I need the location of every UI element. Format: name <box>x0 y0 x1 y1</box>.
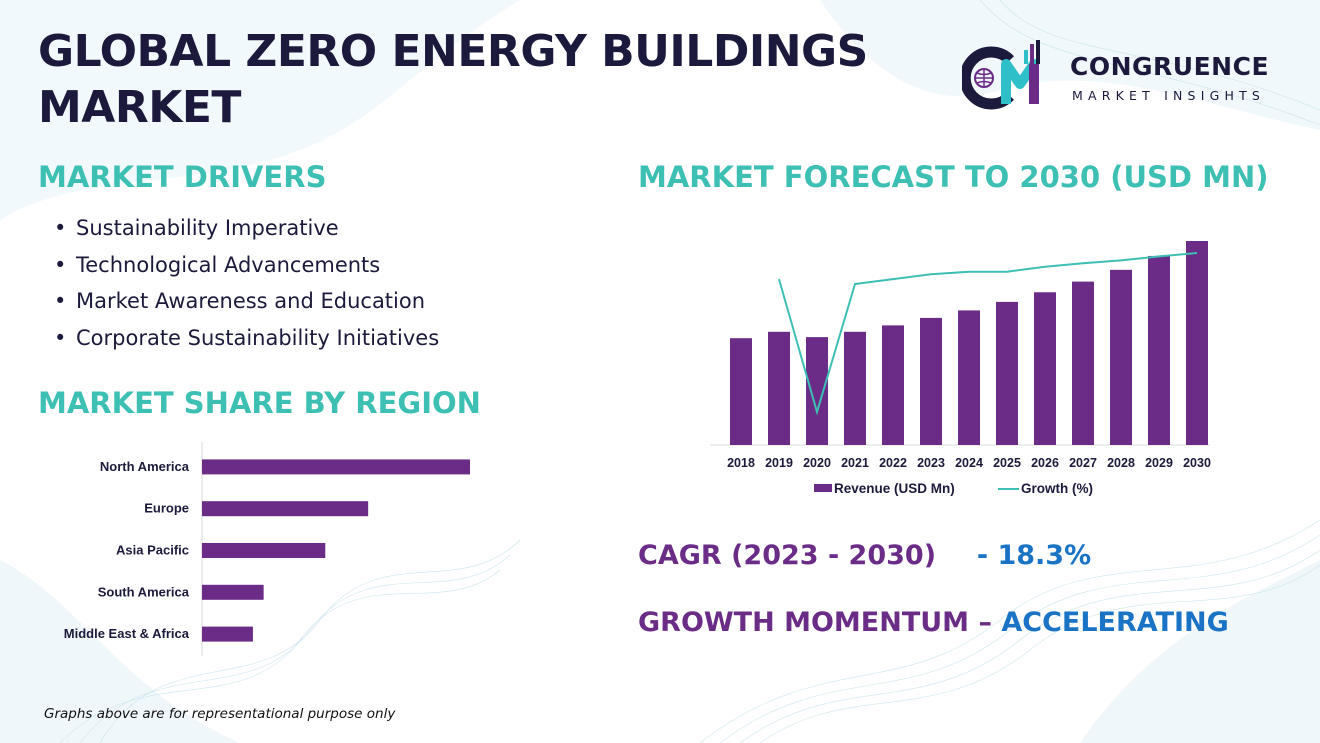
driver-label: Sustainability Imperative <box>76 216 339 240</box>
region-tick-label: North America <box>100 459 190 474</box>
logo-tagline: MARKET INSIGHTS <box>1072 88 1266 103</box>
cagr-label: CAGR (2023 - 2030) <box>638 540 937 571</box>
revenue-bar <box>1072 281 1094 445</box>
year-tick-label: 2022 <box>879 456 907 470</box>
revenue-bar <box>1186 241 1208 445</box>
revenue-bar <box>768 331 790 445</box>
region-tick-label: Middle East & Africa <box>64 626 190 641</box>
cagr-statement: CAGR (2023 - 2030) - 18.3% <box>638 540 1091 571</box>
legend-revenue-label: Revenue (USD Mn) <box>834 481 955 496</box>
year-tick-label: 2026 <box>1031 456 1059 470</box>
year-tick-label: 2024 <box>955 456 983 470</box>
list-item: • Technological Advancements <box>54 247 439 284</box>
legend-revenue-swatch <box>814 484 832 492</box>
year-tick-label: 2027 <box>1069 456 1097 470</box>
bullet-icon: • <box>54 325 67 350</box>
revenue-bar <box>1034 292 1056 445</box>
forecast-heading: MARKET FORECAST TO 2030 (USD MN) <box>638 160 1269 194</box>
list-item: • Market Awareness and Education <box>54 283 439 320</box>
year-tick-label: 2019 <box>765 456 793 470</box>
year-tick-label: 2020 <box>803 456 831 470</box>
driver-label: Market Awareness and Education <box>76 289 426 314</box>
forecast-combo-chart: 2018 2019 2020 2021 2022 2023 2024 2025 2026 2027… <box>710 241 1211 496</box>
drivers-list: • Sustainability Imperative • Technologica… <box>54 210 439 356</box>
driver-label: Technological Advancements <box>76 252 381 277</box>
revenue-bar <box>1110 269 1132 445</box>
region-bar <box>202 543 326 558</box>
bullet-icon: • <box>54 289 67 314</box>
cagr-value: - 18.3% <box>976 540 1092 571</box>
revenue-bar <box>1148 255 1170 445</box>
revenue-bar <box>958 310 980 445</box>
region-tick-label: Asia Pacific <box>116 543 189 558</box>
year-tick-label: 2025 <box>993 456 1021 470</box>
region-tick-label: Europe <box>144 501 189 516</box>
page-title: GLOBAL ZERO ENERGY BUILDINGS MARKET <box>38 26 868 133</box>
momentum-label: GROWTH MOMENTUM – <box>638 607 992 638</box>
year-tick-label: 2018 <box>727 456 755 470</box>
region-bar <box>202 501 369 517</box>
congruence-logo: CONGRUENCE MARKET INSIGHTS <box>962 38 1292 110</box>
drivers-heading: MARKET DRIVERS <box>38 160 327 194</box>
region-bar-chart: North America Europe Asia Pacific South Ame… <box>64 442 470 656</box>
bullet-icon: • <box>54 216 67 240</box>
year-tick-label: 2023 <box>917 456 945 470</box>
revenue-bar <box>920 317 942 445</box>
year-tick-label: 2029 <box>1145 456 1173 470</box>
region-tick-label: South America <box>98 584 190 599</box>
revenue-bar <box>806 337 828 445</box>
year-tick-label: 2021 <box>841 456 869 470</box>
region-bar <box>202 459 470 475</box>
list-item: • Sustainability Imperative <box>54 210 439 247</box>
bullet-icon: • <box>54 252 67 277</box>
growth-momentum-statement: GROWTH MOMENTUM – ACCELERATING <box>638 607 1229 638</box>
growth-line <box>778 252 1198 416</box>
footnote: Graphs above are for representational pu… <box>44 706 396 722</box>
cmi-logo-icon <box>962 40 1040 110</box>
revenue-bar <box>730 338 752 445</box>
region-heading: MARKET SHARE BY REGION <box>38 386 481 420</box>
momentum-value: ACCELERATING <box>1001 607 1229 638</box>
logo-name: CONGRUENCE <box>1070 52 1270 81</box>
year-tick-label: 2030 <box>1183 456 1211 470</box>
year-tick-label: 2028 <box>1107 456 1135 470</box>
region-bar <box>202 584 264 600</box>
revenue-bar <box>844 331 866 445</box>
legend-growth-label: Growth (%) <box>1021 481 1093 496</box>
revenue-bar <box>882 325 904 445</box>
driver-label: Corporate Sustainability Initiatives <box>76 325 440 350</box>
region-bar <box>202 626 253 642</box>
list-item: • Corporate Sustainability Initiatives <box>54 320 439 357</box>
revenue-bar <box>996 301 1018 445</box>
